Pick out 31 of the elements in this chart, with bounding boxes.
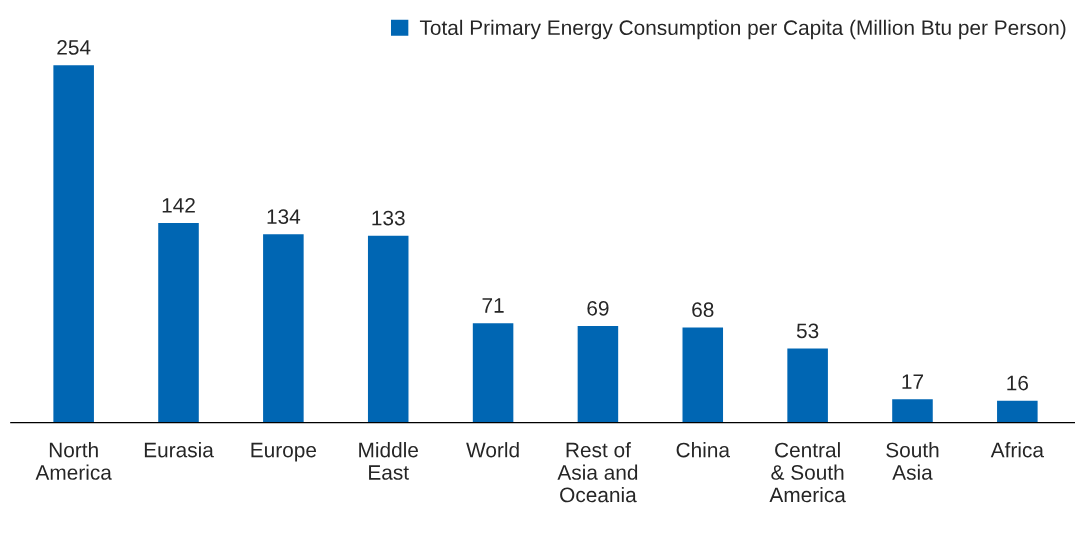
x-tick-label: Middle East xyxy=(359,442,418,480)
data-label: 71 xyxy=(482,298,504,313)
data-label: 53 xyxy=(796,323,819,339)
data-label: 68 xyxy=(692,302,714,318)
bar xyxy=(51,63,96,423)
data-label: 17 xyxy=(902,374,924,389)
bar xyxy=(995,399,1039,423)
bar xyxy=(576,324,620,423)
x-tick-label: South Asia xyxy=(886,442,939,480)
x-tick-label: Europe xyxy=(251,442,317,462)
data-label: 142 xyxy=(162,197,195,213)
bar xyxy=(261,232,306,423)
data-label: 16 xyxy=(1007,375,1028,391)
data-label: 69 xyxy=(587,300,609,316)
x-tick-label: North America xyxy=(35,442,112,480)
x-tick-label: Rest of Asia and Oceania xyxy=(557,442,638,503)
bar xyxy=(471,321,515,423)
x-tick-label: Africa xyxy=(990,442,1044,458)
legend-label: Total Primary Energy Consumption per Capita (Million Btu per Person) xyxy=(419,19,1066,40)
bar xyxy=(156,221,201,423)
x-tick-label: China xyxy=(676,442,730,458)
bar xyxy=(681,326,725,423)
x-tick-label: World xyxy=(466,442,519,458)
data-label: 133 xyxy=(372,210,405,226)
x-tick-label: Eurasia xyxy=(144,442,214,458)
bar xyxy=(366,234,410,423)
x-tick-label: Central & South America xyxy=(769,442,846,503)
data-label: 254 xyxy=(57,40,91,55)
bar xyxy=(890,397,935,423)
data-label: 134 xyxy=(267,209,301,224)
bar xyxy=(785,347,830,423)
